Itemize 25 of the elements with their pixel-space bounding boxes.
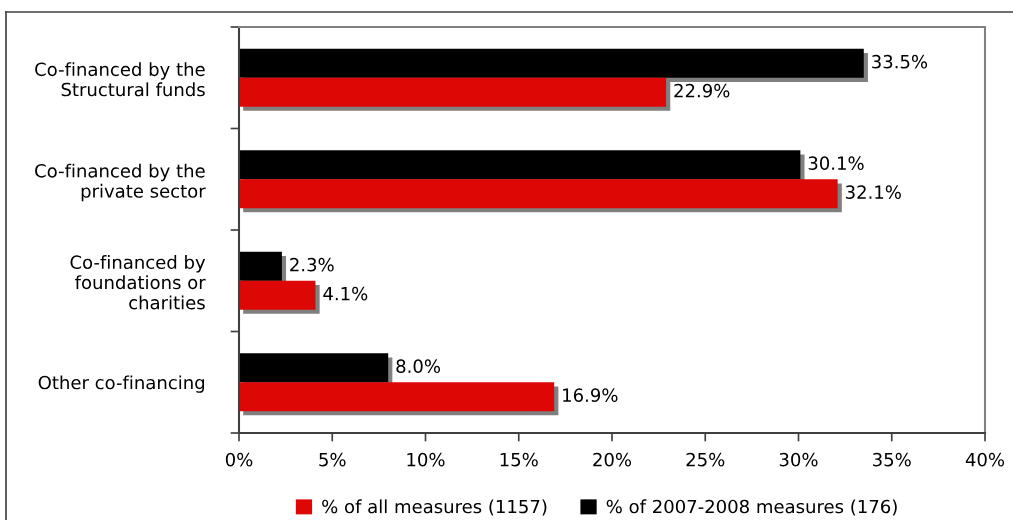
x-tick-label: 25%: [686, 452, 725, 467]
data-label: 16.9%: [563, 388, 618, 402]
y-tick-label: Co-financed by foundations or charities: [70, 255, 206, 310]
data-label: 32.1%: [845, 185, 901, 199]
data-label: 22.9%: [674, 83, 730, 98]
legend-label: % of all measures (1157): [322, 499, 547, 516]
legend-label: % of 2007-2008 measures (176): [606, 499, 897, 516]
y-tick-label: Co-financed by the Structural funds: [35, 62, 205, 97]
y-tick-label: Co-financed by the private sector: [35, 163, 206, 202]
y-tick-label: Other co-financing: [38, 375, 205, 393]
data-label: 33.5%: [872, 54, 928, 69]
x-tick-label: 20%: [593, 452, 632, 467]
x-tick-label: 10%: [407, 452, 445, 467]
bar: [239, 353, 389, 383]
data-label: 8.0%: [396, 359, 441, 374]
x-tick-label: 0%: [225, 452, 253, 467]
bar: [239, 150, 801, 180]
x-tick-label: 5%: [319, 452, 346, 467]
data-label: 4.1%: [323, 286, 368, 301]
x-tick-label: 35%: [873, 452, 911, 467]
x-tick-label: 30%: [779, 452, 818, 467]
data-label: 30.1%: [808, 156, 864, 171]
x-tick-label: 15%: [500, 452, 538, 467]
data-label: 2.3%: [290, 257, 334, 272]
x-tick-label: 40%: [965, 452, 1005, 467]
